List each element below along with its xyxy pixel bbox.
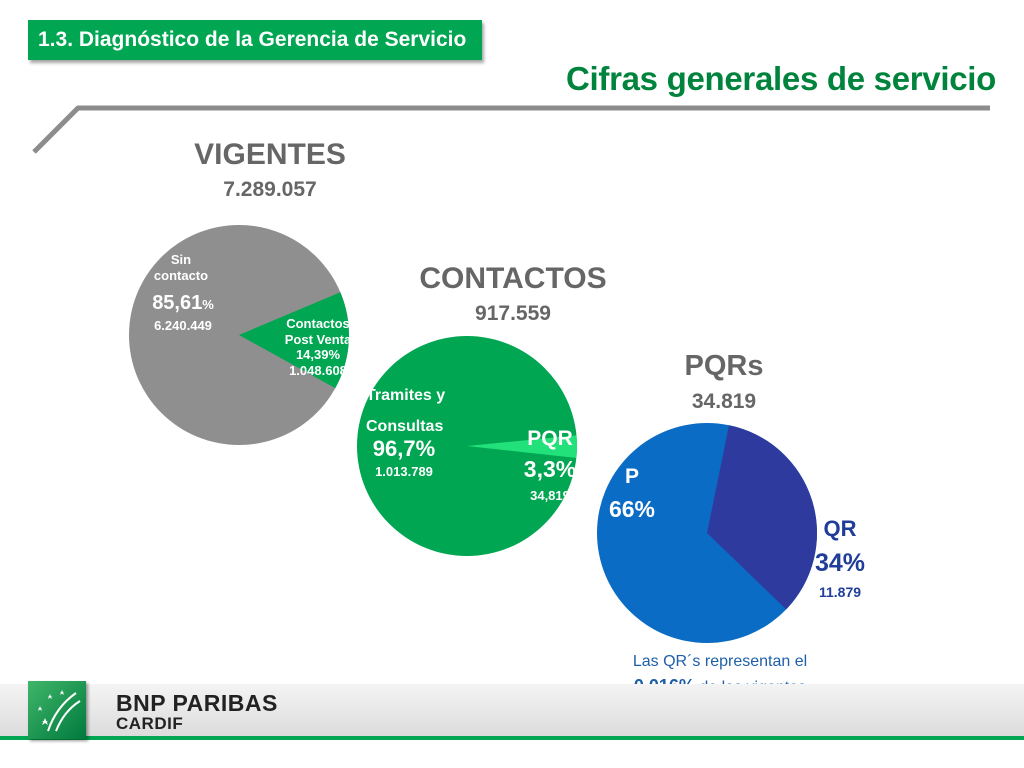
post-venta-name-2: Post Venta bbox=[284, 331, 352, 347]
qr-name: QR bbox=[823, 516, 857, 541]
pqrs-title: PQRs bbox=[684, 350, 764, 382]
p-pct: 66% bbox=[608, 496, 656, 522]
p-name: P bbox=[624, 465, 639, 488]
sin-contacto-pct-unit: % bbox=[202, 297, 214, 312]
sin-contacto-name-2: contacto bbox=[153, 267, 209, 283]
qr-pct: 34% bbox=[814, 549, 866, 577]
post-venta-count: 1.048.608 bbox=[289, 362, 347, 378]
brand-name: BNP PARIBAS bbox=[116, 690, 278, 716]
pqr-name: PQR bbox=[527, 427, 573, 450]
contactos-total: 917.559 bbox=[475, 302, 551, 325]
section-tag: 1.3. Diagnóstico de la Gerencia de Servi… bbox=[28, 20, 482, 60]
sin-contacto-pct: 85,61% bbox=[148, 291, 218, 315]
footer-line bbox=[0, 736, 1024, 740]
tramites-name-2: Consultas bbox=[366, 418, 444, 436]
bnp-logo-icon bbox=[28, 681, 86, 739]
slice-qr bbox=[707, 425, 817, 610]
section-label: 1.3. Diagnóstico de la Gerencia de Servi… bbox=[38, 28, 467, 51]
vigentes-total: 7.289.057 bbox=[223, 178, 317, 201]
footer-band bbox=[0, 684, 1024, 736]
stars-icon bbox=[38, 690, 81, 732]
note-line1: Las QR´s representan el bbox=[632, 653, 808, 670]
tramites-label: Tramites y Consultas bbox=[366, 380, 446, 442]
contactos-title: CONTACTOS bbox=[419, 262, 607, 295]
qr-count: 11.879 bbox=[818, 584, 862, 600]
post-venta-name-1: Contactos bbox=[286, 316, 350, 331]
sin-contacto-name-1: Sin bbox=[170, 252, 192, 267]
sin-contacto-label: Sin contacto bbox=[150, 252, 212, 283]
brand-sub: CARDIF bbox=[116, 714, 184, 733]
sin-contacto-pct-value: 85,61 bbox=[152, 292, 203, 314]
post-venta-label: Contactos Post Venta 14,39% 1.048.608 bbox=[276, 316, 360, 378]
tramites-count: 1.013.789 bbox=[375, 464, 433, 479]
sin-contacto-count: 6.240.449 bbox=[154, 318, 212, 333]
slice-pqr bbox=[467, 435, 578, 458]
pqrs-total: 34.819 bbox=[691, 390, 757, 413]
pqr-count: 34,819 bbox=[530, 488, 570, 503]
post-venta-pct: 14,39% bbox=[295, 347, 341, 363]
tramites-name-1: Tramites y bbox=[366, 387, 446, 404]
tramites-pct: 96,7% bbox=[372, 436, 436, 461]
page-title: Cifras generales de servicio bbox=[566, 60, 996, 97]
pqr-pct: 3,3% bbox=[523, 456, 577, 482]
vigentes-title: VIGENTES bbox=[194, 138, 346, 171]
title-divider bbox=[32, 105, 990, 154]
slice-post-venta bbox=[239, 292, 350, 389]
